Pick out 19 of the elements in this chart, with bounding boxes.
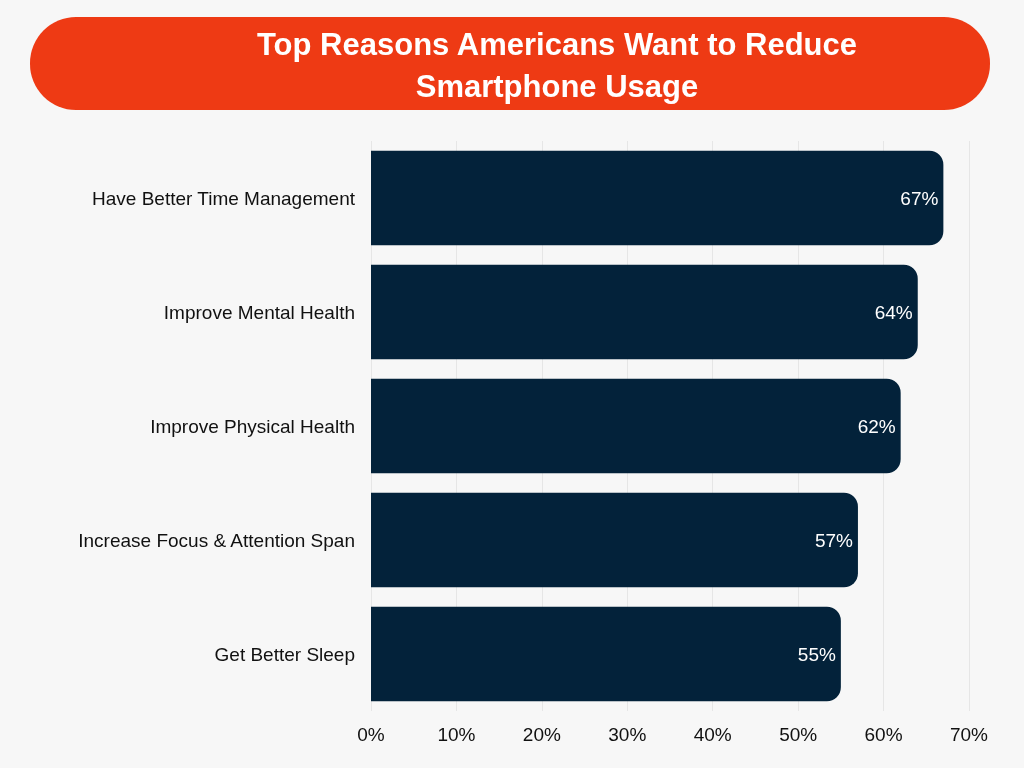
x-tick-label: 60%	[864, 724, 903, 745]
x-tick-label: 30%	[608, 724, 647, 745]
x-tick-label: 10%	[437, 724, 476, 745]
y-tick-label: Increase Focus & Attention Span	[78, 529, 355, 551]
data-label: 57%	[814, 529, 854, 551]
y-tick-label: Have Better Time Management	[92, 187, 356, 209]
data-label: 64%	[874, 301, 913, 323]
data-label: 55%	[797, 643, 836, 665]
data-label: 67%	[900, 187, 939, 209]
x-tick-label: 50%	[779, 724, 818, 745]
x-tick-label: 70%	[949, 724, 989, 745]
y-tick-label: Get Better Sleep	[214, 643, 355, 665]
y-tick-label: Improve Mental Health	[163, 301, 355, 323]
chart-title: Top Reasons Americans Want to Reduce Smartphone Usage	[256, 26, 858, 104]
x-tick-label: 40%	[693, 724, 732, 745]
x-tick-label: 0%	[357, 724, 385, 745]
y-tick-label: Improve Physical Health	[150, 415, 355, 437]
x-tick-label: 20%	[522, 724, 561, 745]
data-label: 62%	[857, 415, 896, 437]
